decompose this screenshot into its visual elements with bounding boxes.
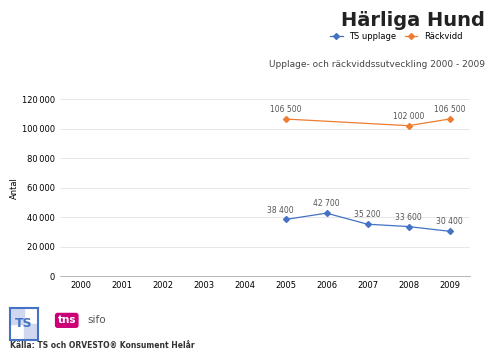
Text: Källa: TS och ORVESTO® Konsument Helår: Källa: TS och ORVESTO® Konsument Helår: [10, 342, 194, 350]
Text: 106 500: 106 500: [434, 105, 465, 114]
Text: 30 400: 30 400: [436, 217, 463, 226]
Bar: [10, 308, 24, 324]
Text: Upplage- och räckviddssutveckling 2000 - 2009: Upplage- och räckviddssutveckling 2000 -…: [269, 60, 485, 69]
Text: 33 600: 33 600: [395, 213, 422, 222]
Text: sifo: sifo: [88, 315, 106, 325]
Y-axis label: Antal: Antal: [10, 177, 19, 199]
Legend: TS upplage, Räckvidd: TS upplage, Räckvidd: [327, 29, 466, 45]
Text: Härliga Hund: Härliga Hund: [341, 11, 485, 30]
Text: tns: tns: [58, 315, 76, 325]
Bar: [24, 324, 38, 340]
Text: TS: TS: [15, 318, 32, 330]
Text: 38 400: 38 400: [266, 206, 293, 215]
Text: 35 200: 35 200: [354, 210, 381, 219]
Text: 102 000: 102 000: [393, 112, 424, 121]
Text: 42 700: 42 700: [313, 199, 340, 208]
Text: 106 500: 106 500: [270, 105, 301, 114]
